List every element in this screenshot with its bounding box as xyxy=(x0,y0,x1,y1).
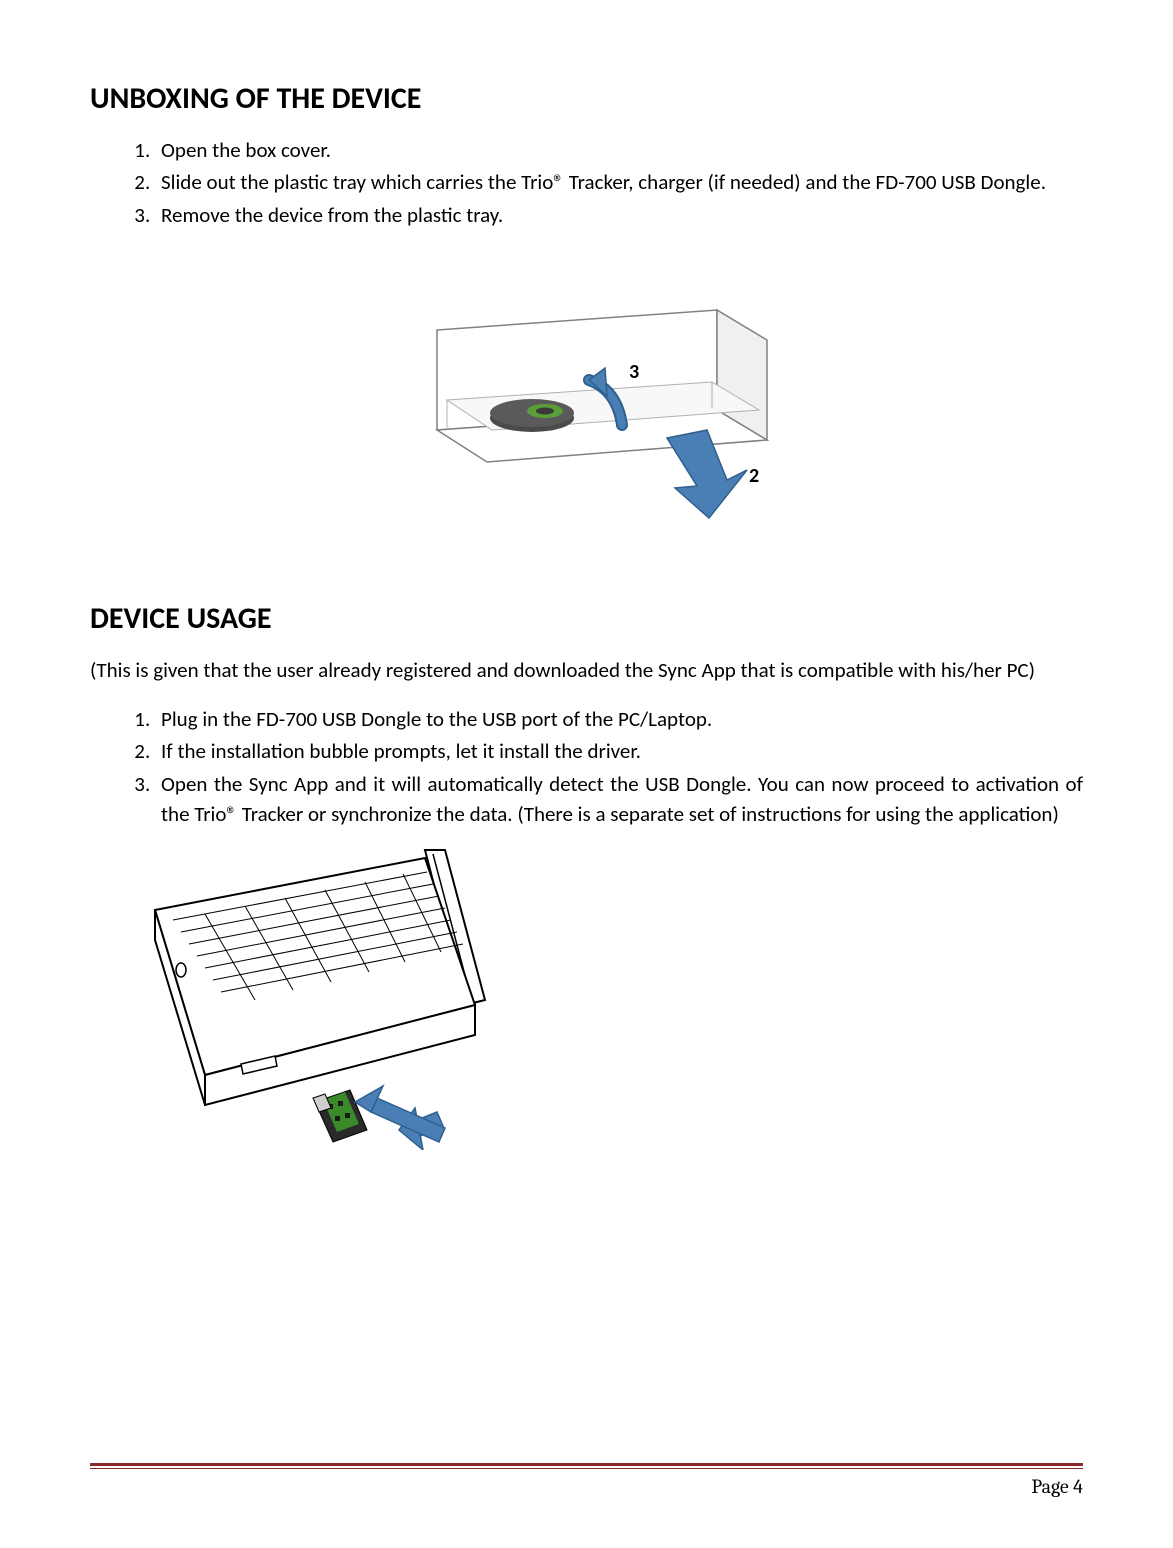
list-item: Remove the device from the plastic tray. xyxy=(155,200,1083,230)
usage-figure xyxy=(145,840,1083,1150)
usage-steps-list: Plug in the FD-700 USB Dongle to the USB… xyxy=(155,704,1083,830)
figure-label-2: 2 xyxy=(749,464,759,488)
heading-unboxing: UNBOXING OF THE DEVICE xyxy=(90,80,1083,117)
footer-rule-top xyxy=(90,1463,1083,1466)
list-item: If the installation bubble prompts, let … xyxy=(155,736,1083,766)
unboxing-steps-list: Open the box cover. Slide out the plasti… xyxy=(155,135,1083,230)
figure-label-3: 3 xyxy=(629,360,639,384)
indicator-icon xyxy=(176,963,186,977)
list-item: Open the Sync App and it will automatica… xyxy=(155,769,1083,830)
usb-dongle-icon xyxy=(313,1090,367,1142)
unboxing-figure: 3 2 xyxy=(90,270,1083,530)
page-container: UNBOXING OF THE DEVICE Open the box cove… xyxy=(0,0,1173,1548)
heading-device-usage: DEVICE USAGE xyxy=(90,600,1083,637)
list-item: Open the box cover. xyxy=(155,135,1083,165)
page-footer: Page 4 xyxy=(90,1463,1083,1498)
box-illustration: 3 2 xyxy=(367,270,807,530)
usage-note: (This is given that the user already reg… xyxy=(90,655,1083,685)
footer-rule-bottom xyxy=(90,1468,1083,1469)
tracker-device-icon xyxy=(490,399,574,432)
list-item: Plug in the FD-700 USB Dongle to the USB… xyxy=(155,704,1083,734)
page-number: Page 4 xyxy=(90,1475,1083,1498)
laptop-illustration xyxy=(145,840,545,1150)
list-item: Slide out the plastic tray which carries… xyxy=(155,167,1083,197)
